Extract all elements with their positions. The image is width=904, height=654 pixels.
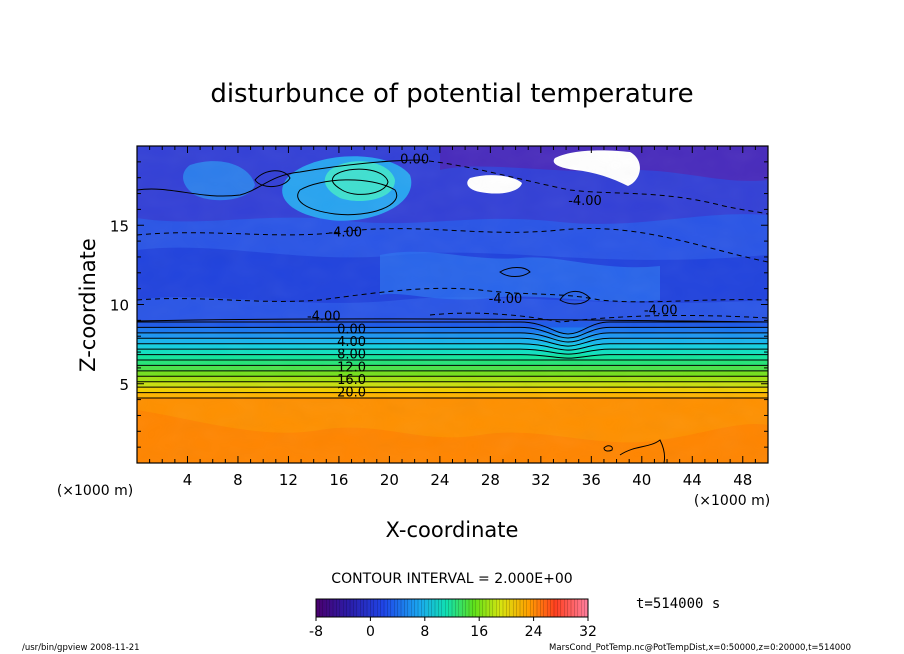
footer-right: MarsCond_PotTemp.nc@PotTempDist,x=0:5000… xyxy=(549,643,851,653)
contour-label: 16.0 xyxy=(337,373,366,388)
x-tick-label: 36 xyxy=(582,471,601,489)
colorbar-tick-label: 8 xyxy=(420,624,429,640)
contour-line xyxy=(419,159,768,215)
x-tick-label: 40 xyxy=(632,471,651,489)
y-tick-label: 10 xyxy=(110,297,129,315)
contour-line xyxy=(137,318,768,323)
colorbar: -8 0 8 16 24 32 xyxy=(309,598,597,640)
x-tick-label: 16 xyxy=(329,471,348,489)
time-label: t=514000 s xyxy=(636,596,720,612)
colorbar-tick-label: 32 xyxy=(579,624,597,640)
colorbar-tick-label: 0 xyxy=(366,624,375,640)
contour-label: -4.00 xyxy=(489,292,523,307)
colorbar-tick-label: -8 xyxy=(309,624,323,640)
contour-label: 0.00 xyxy=(400,153,429,168)
colorbar-ticks: -8 0 8 16 24 32 xyxy=(309,617,597,640)
contour-line xyxy=(559,291,591,305)
contour-label: 0.00 xyxy=(337,322,366,337)
contour-label: 4.00 xyxy=(337,335,366,350)
x-tick-label: 32 xyxy=(531,471,550,489)
contour-line xyxy=(137,287,768,303)
colorbar-fill xyxy=(316,599,588,617)
contour-line xyxy=(499,267,531,277)
x-tick-label: 4 xyxy=(183,471,193,489)
contour-line xyxy=(137,228,768,263)
plot-field xyxy=(137,146,768,463)
x-tick-label: 12 xyxy=(279,471,298,489)
y-axis-label: Z-coordinate xyxy=(76,238,100,372)
contour-label: 12.0 xyxy=(337,360,366,375)
contour-labels: 0.00-4.00-4.00-4.00-4.00-4.000.004.008.0… xyxy=(307,153,678,401)
chart-title: disturbunce of potential temperature xyxy=(210,79,693,109)
x-tick-label: 24 xyxy=(430,471,449,489)
contour-line xyxy=(137,348,768,355)
colorbar-frame xyxy=(315,598,589,618)
x-tick-label: 48 xyxy=(733,471,752,489)
y-tick-label: 5 xyxy=(119,376,129,394)
x-unit-right: (×1000 m) xyxy=(694,493,770,509)
colorbar-hatch xyxy=(315,599,589,617)
x-axis-label: X-coordinate xyxy=(386,518,519,542)
contour-line xyxy=(137,332,768,343)
colorbar-tick-label: 16 xyxy=(470,624,488,640)
contour-line xyxy=(603,445,613,452)
contour-label: -4.00 xyxy=(568,194,602,209)
contour-label: 8.00 xyxy=(337,348,366,363)
x-axis-ticks: 4 8 12 16 20 24 28 32 36 40 44 48 xyxy=(149,146,756,489)
contour-label: 20.0 xyxy=(337,386,366,401)
contour-line xyxy=(137,321,768,335)
x-tick-label: 8 xyxy=(233,471,243,489)
contour-line xyxy=(137,159,421,197)
x-unit-left: (×1000 m) xyxy=(57,483,133,499)
contour-line xyxy=(297,179,398,216)
x-tick-label: 20 xyxy=(380,471,399,489)
x-tick-label: 28 xyxy=(481,471,500,489)
contour-line xyxy=(254,170,291,187)
contour-line xyxy=(619,439,665,463)
colorbar-tick-label: 24 xyxy=(525,624,543,640)
contour-line xyxy=(137,354,768,359)
contour-label: -4.00 xyxy=(307,310,341,325)
contour-line xyxy=(429,312,768,323)
field-texture xyxy=(137,146,768,463)
contour-line xyxy=(137,337,768,347)
contour-line xyxy=(137,326,768,339)
contour-interval-text: CONTOUR INTERVAL = 2.000E+00 xyxy=(331,571,572,587)
footer-left: /usr/bin/gpview 2008-11-21 xyxy=(22,643,140,653)
contour-label: -4.00 xyxy=(644,303,678,318)
contour-label: -4.00 xyxy=(328,226,362,241)
y-axis-ticks: 5 10 15 xyxy=(110,161,768,448)
x-tick-label: 44 xyxy=(683,471,702,489)
contour-lines xyxy=(137,159,768,463)
contour-line xyxy=(331,168,389,195)
y-tick-label: 15 xyxy=(110,217,129,235)
contour-line xyxy=(137,343,768,351)
